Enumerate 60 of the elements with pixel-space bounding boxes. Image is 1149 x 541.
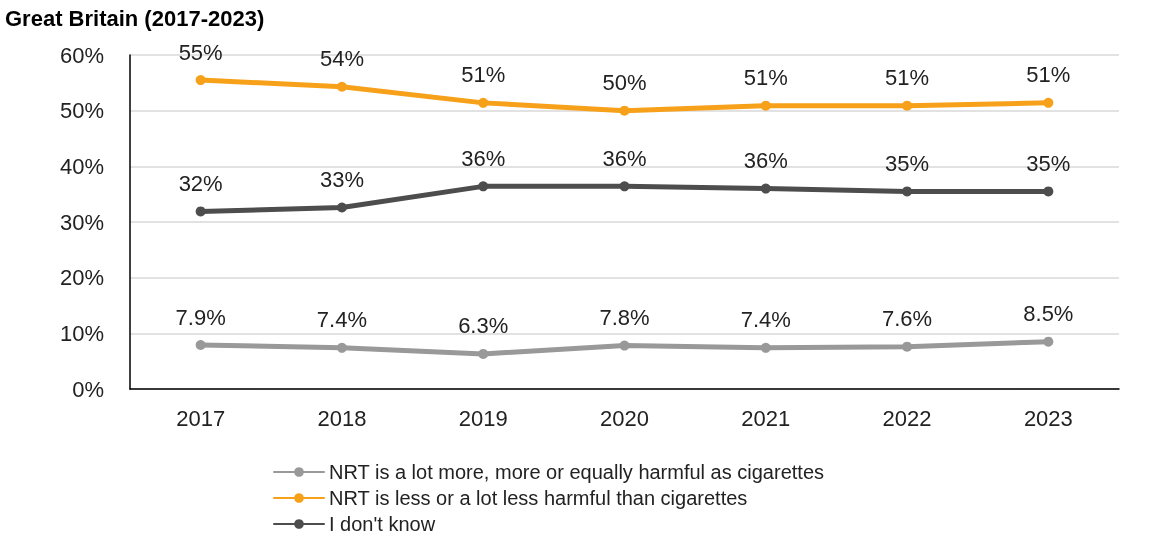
legend-label: NRT is a lot more, more or equally harmful as cigarettes bbox=[329, 461, 825, 483]
point bbox=[619, 105, 630, 116]
data-label: 36% bbox=[602, 145, 647, 171]
data-label: 51% bbox=[885, 65, 930, 91]
y-tick-label: 50% bbox=[59, 98, 104, 124]
y-tick-label: 40% bbox=[59, 153, 104, 179]
x-tick-label: 2018 bbox=[317, 405, 367, 431]
point bbox=[760, 183, 771, 194]
y-tick-label: 60% bbox=[59, 42, 104, 68]
data-label: 35% bbox=[1026, 150, 1071, 176]
point bbox=[195, 206, 206, 217]
point bbox=[478, 181, 489, 192]
x-tick-label: 2021 bbox=[741, 405, 791, 431]
point bbox=[619, 181, 630, 192]
data-label: 7.4% bbox=[740, 307, 791, 333]
legend-label: I don't know bbox=[329, 513, 436, 535]
x-tick-label: 2022 bbox=[882, 405, 932, 431]
data-label: 8.5% bbox=[1023, 301, 1074, 327]
point bbox=[336, 342, 347, 353]
y-tick-label: 10% bbox=[59, 320, 104, 346]
y-tick-label: 0% bbox=[72, 376, 104, 402]
point bbox=[619, 340, 630, 351]
point bbox=[902, 341, 913, 352]
data-label: 51% bbox=[743, 65, 788, 91]
point bbox=[902, 186, 913, 197]
data-label: 54% bbox=[319, 46, 364, 72]
chart-title: Great Britain (2017-2023) bbox=[5, 5, 265, 31]
point bbox=[195, 75, 206, 86]
point bbox=[902, 100, 913, 111]
data-label: 35% bbox=[885, 150, 930, 176]
point bbox=[478, 97, 489, 108]
data-label: 33% bbox=[319, 167, 364, 193]
x-tick-label: 2017 bbox=[176, 405, 226, 431]
data-label: 7.9% bbox=[175, 304, 226, 330]
point bbox=[1043, 336, 1054, 347]
point bbox=[760, 342, 771, 353]
point bbox=[760, 100, 771, 111]
data-label: 50% bbox=[602, 70, 647, 96]
legend-label: NRT is less or a lot less harmful than cigarettes bbox=[329, 487, 748, 509]
point bbox=[195, 340, 206, 351]
data-label: 36% bbox=[743, 148, 788, 174]
point bbox=[1043, 97, 1054, 108]
data-label: 32% bbox=[178, 170, 223, 196]
data-label: 36% bbox=[461, 145, 506, 171]
data-label: 7.4% bbox=[316, 307, 368, 333]
point bbox=[336, 81, 347, 92]
x-tick-label: 2023 bbox=[1023, 405, 1073, 431]
x-tick-label: 2020 bbox=[600, 405, 649, 431]
y-tick-label: 20% bbox=[59, 265, 104, 291]
data-label: 7.8% bbox=[599, 305, 650, 331]
point bbox=[478, 348, 489, 359]
data-label: 7.6% bbox=[881, 306, 933, 332]
y-tick-label: 30% bbox=[59, 209, 104, 235]
data-label: 51% bbox=[1026, 62, 1071, 88]
data-label: 6.3% bbox=[458, 313, 509, 339]
data-label: 51% bbox=[461, 62, 506, 88]
point bbox=[336, 202, 347, 213]
point bbox=[1043, 186, 1054, 197]
data-label: 55% bbox=[178, 39, 223, 65]
x-tick-label: 2019 bbox=[458, 405, 508, 431]
